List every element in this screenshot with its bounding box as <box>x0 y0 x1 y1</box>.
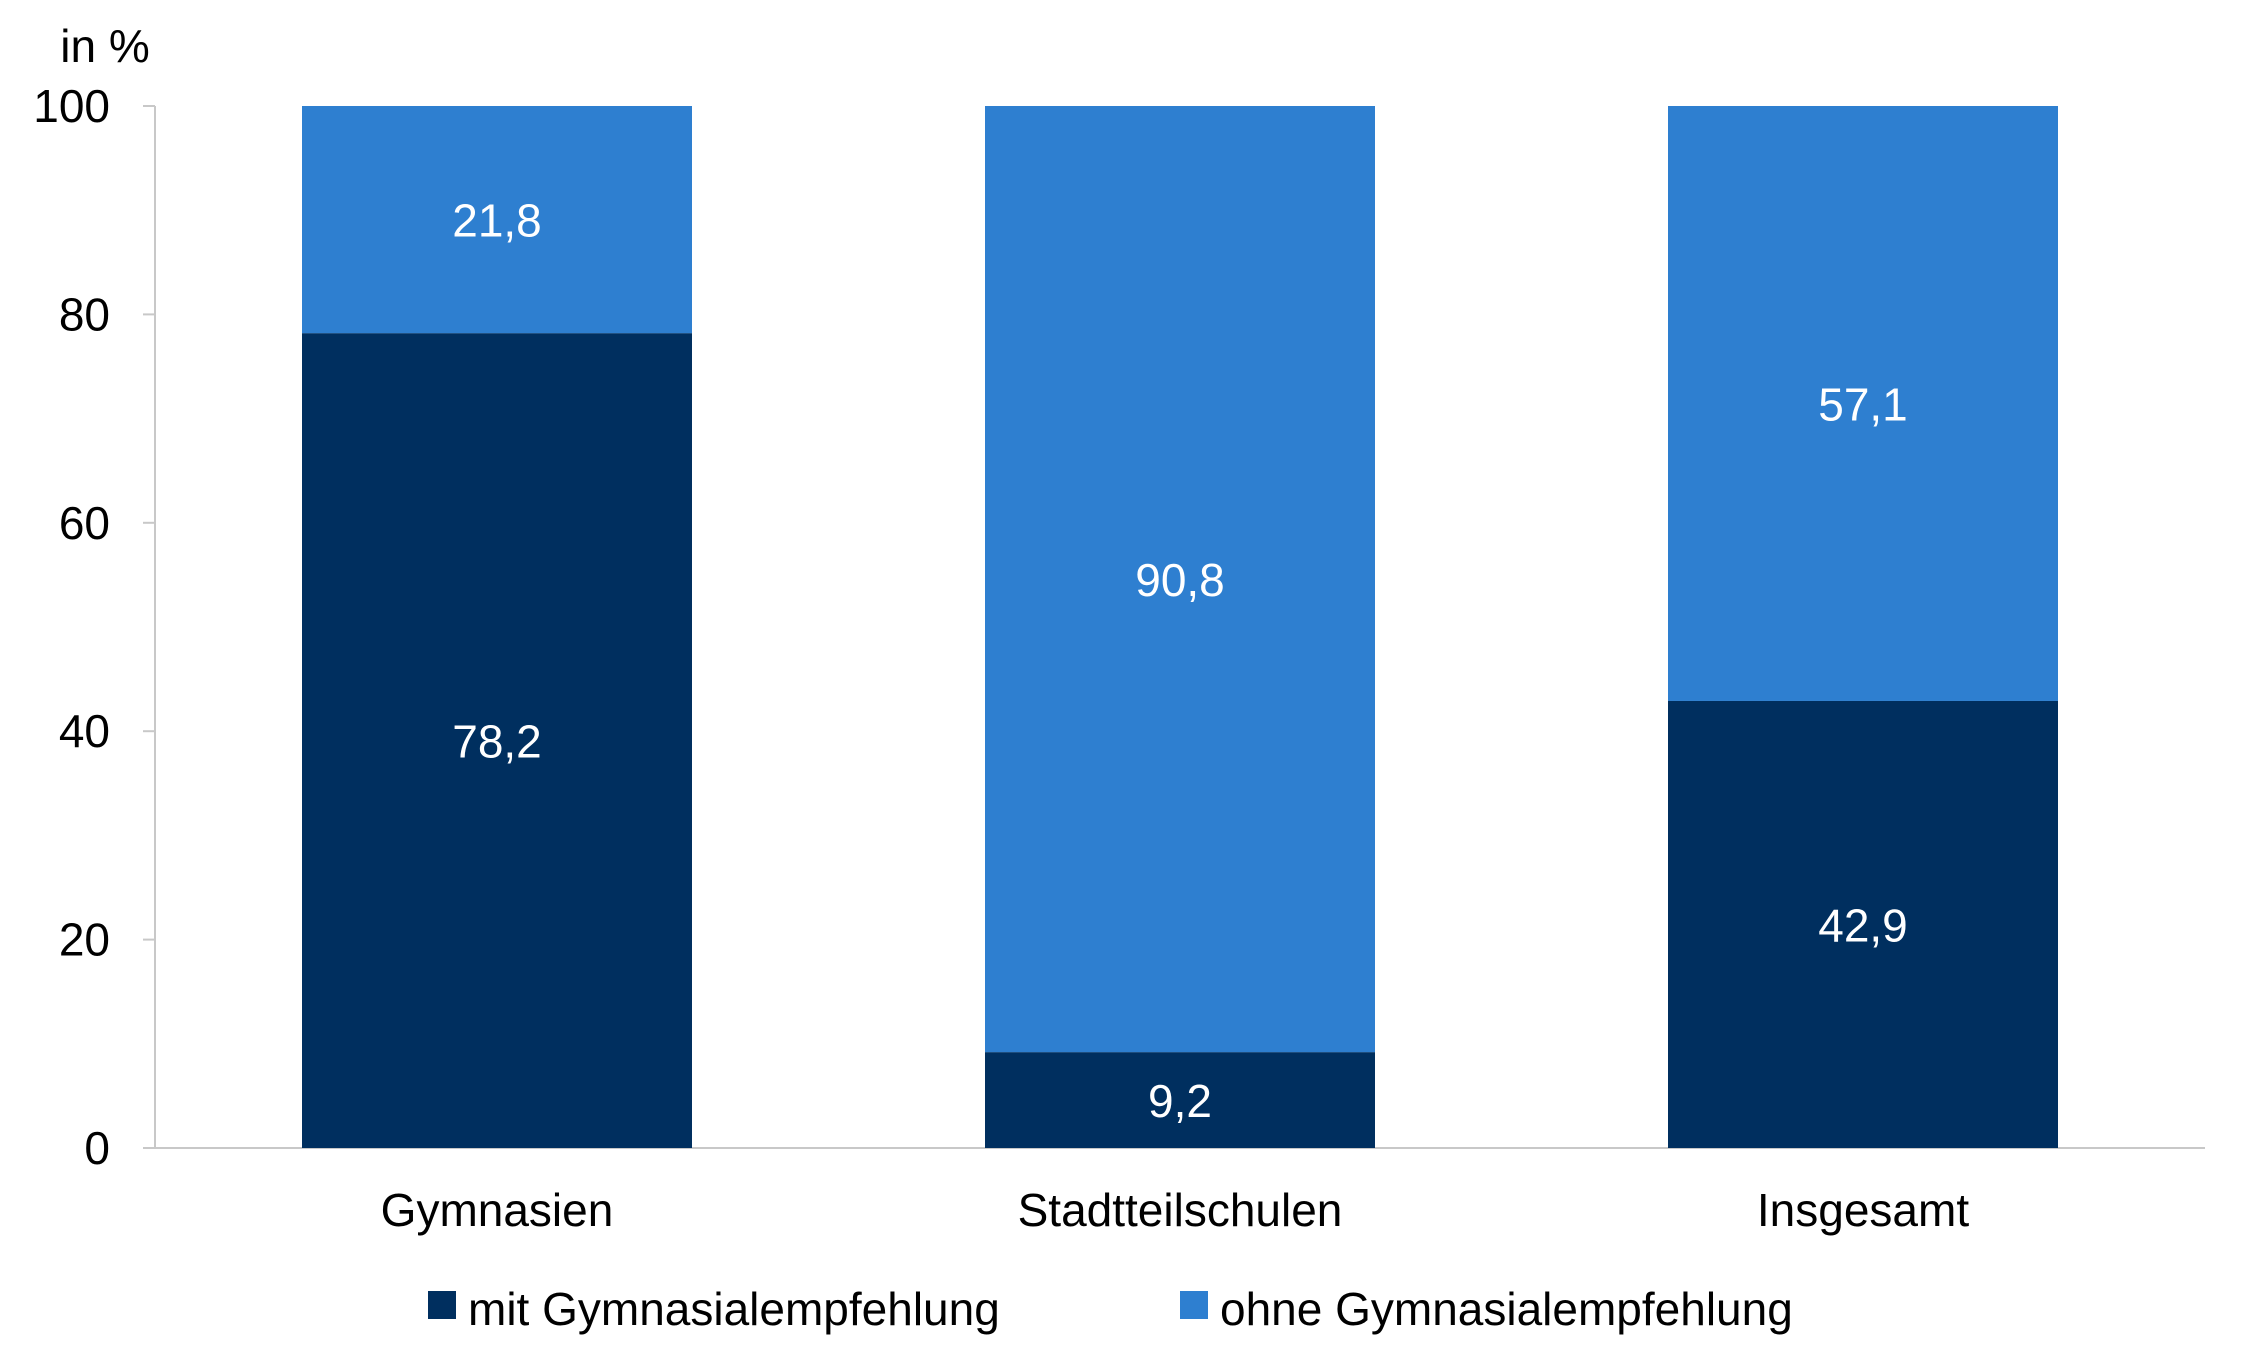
legend-swatch <box>1180 1291 1208 1319</box>
bar-segment <box>1668 106 2058 701</box>
legend-swatch <box>428 1291 456 1319</box>
data-label: 21,8 <box>452 195 542 247</box>
bar-segment <box>985 1052 1375 1148</box>
data-label: 9,2 <box>1148 1075 1212 1127</box>
data-label: 78,2 <box>452 716 542 768</box>
y-tick-label: 40 <box>59 705 110 757</box>
y-tick-label: 80 <box>59 288 110 340</box>
x-tick-label: Stadtteilschulen <box>1018 1184 1343 1236</box>
data-label: 42,9 <box>1818 899 1908 951</box>
legend-label: ohne Gymnasialempfehlung <box>1220 1283 1793 1335</box>
y-axis-unit-label: in % <box>60 20 149 72</box>
legend: mit Gymnasialempfehlung ohne Gymnasialemp… <box>428 1283 1793 1335</box>
x-tick-label: Insgesamt <box>1757 1184 1969 1236</box>
bar-segment <box>985 106 1375 1053</box>
bar-segment <box>302 333 692 1148</box>
y-tick-labels: 0 20 40 60 80 100 <box>33 80 110 1174</box>
bars <box>302 106 2058 1148</box>
bar-segment <box>1668 700 2058 1148</box>
y-tick-label: 100 <box>33 80 110 132</box>
y-tick-label: 0 <box>84 1122 110 1174</box>
y-tick-label: 60 <box>59 497 110 549</box>
bar-segment <box>302 106 692 334</box>
x-tick-labels: Gymnasien Stadtteilschulen Insgesamt <box>381 1184 1970 1236</box>
data-labels: 78,2 21,8 9,2 90,8 42,9 57,1 <box>452 195 1908 1127</box>
legend-label: mit Gymnasialempfehlung <box>468 1283 1000 1335</box>
y-tick-label: 20 <box>59 914 110 966</box>
data-label: 57,1 <box>1818 378 1908 430</box>
x-tick-label: Gymnasien <box>381 1184 614 1236</box>
data-label: 90,8 <box>1135 554 1225 606</box>
